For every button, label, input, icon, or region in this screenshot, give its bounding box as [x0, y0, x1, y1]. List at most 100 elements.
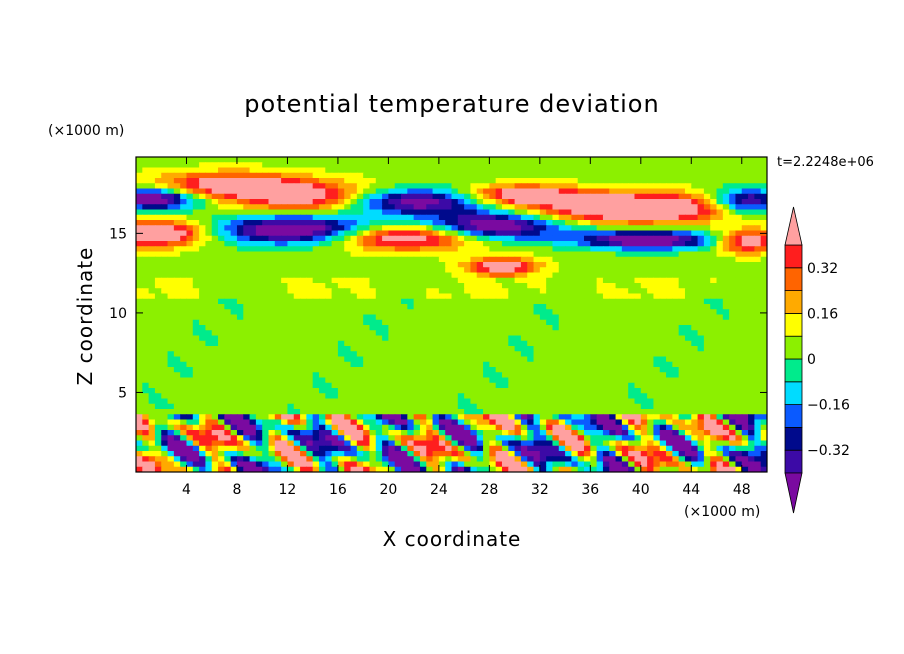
field-cell — [703, 241, 711, 247]
field-cell — [306, 340, 314, 347]
field-cell — [729, 172, 737, 179]
field-cell — [318, 377, 326, 384]
field-cell — [161, 361, 169, 368]
field-cell — [154, 188, 162, 195]
field-cell — [350, 356, 358, 363]
field-cell — [249, 393, 257, 400]
field-cell — [369, 398, 377, 405]
field-cell — [218, 230, 225, 237]
field-cell — [350, 225, 358, 232]
field-cell — [154, 178, 162, 184]
field-cell — [337, 204, 345, 211]
field-cell — [262, 178, 270, 184]
field-cell — [495, 246, 503, 253]
field-cell — [520, 309, 528, 316]
field-cell — [318, 367, 326, 373]
field-cell — [533, 162, 541, 169]
field-cell — [255, 172, 263, 179]
field-cell — [154, 230, 162, 237]
field-cell — [710, 262, 718, 268]
field-cell — [262, 277, 270, 284]
field-cell — [205, 382, 213, 389]
field-cell — [262, 204, 270, 211]
field-cell — [678, 325, 686, 331]
field-cell — [451, 272, 459, 279]
field-cell — [249, 335, 257, 342]
field-cell — [748, 256, 755, 263]
field-cell — [438, 241, 446, 247]
field-cell — [464, 409, 472, 415]
field-cell — [741, 220, 749, 226]
field-cell — [243, 388, 251, 394]
field-cell — [470, 393, 478, 400]
field-cell — [249, 304, 257, 310]
field-cell — [161, 340, 169, 347]
field-cell — [596, 178, 604, 184]
field-cell — [268, 188, 276, 195]
field-cell — [419, 193, 427, 200]
field-cell — [539, 272, 547, 279]
field-cell — [426, 356, 434, 363]
field-cell — [154, 251, 162, 258]
field-cell — [375, 398, 383, 405]
field-cell — [224, 256, 232, 263]
field-cell — [318, 267, 326, 274]
field-cell — [344, 346, 352, 352]
field-cell — [394, 204, 402, 211]
field-cell — [287, 319, 295, 326]
field-cell — [419, 403, 427, 410]
field-cell — [167, 335, 175, 342]
field-cell — [356, 167, 364, 174]
field-cell — [602, 372, 610, 379]
field-cell — [741, 304, 749, 310]
field-cell — [369, 172, 377, 179]
field-cell — [136, 382, 143, 389]
field-cell — [697, 288, 705, 295]
field-cell — [413, 157, 421, 163]
field-cell — [154, 172, 162, 179]
field-cell — [325, 356, 333, 363]
field-cell — [180, 277, 188, 284]
field-cell — [584, 209, 591, 216]
field-cell — [722, 162, 730, 169]
field-cell — [615, 377, 623, 384]
field-cell — [590, 225, 598, 232]
field-cell — [419, 225, 427, 232]
field-cell — [672, 256, 680, 263]
field-cell — [716, 372, 724, 379]
field-cell — [426, 314, 434, 321]
field-cell — [678, 272, 686, 279]
field-cell — [306, 225, 314, 232]
field-cell — [602, 188, 610, 195]
field-cell — [148, 162, 156, 169]
field-cell — [527, 325, 535, 331]
field-cell — [527, 225, 535, 232]
field-cell — [760, 193, 767, 200]
field-cell — [495, 183, 503, 190]
field-cell — [167, 319, 175, 326]
field-cell — [666, 382, 673, 389]
field-cell — [552, 167, 560, 174]
field-cell — [691, 241, 699, 247]
field-cell — [199, 267, 207, 274]
field-cell — [678, 340, 686, 347]
field-cell — [476, 178, 484, 184]
field-cell — [287, 372, 295, 379]
field-cell — [457, 319, 465, 326]
field-cell — [684, 262, 692, 268]
field-cell — [445, 340, 453, 347]
field-cell — [218, 398, 225, 405]
field-cell — [653, 298, 661, 305]
field-cell — [659, 178, 667, 184]
field-cell — [142, 388, 150, 394]
field-cell — [161, 209, 169, 216]
field-cell — [306, 241, 314, 247]
field-cell — [571, 325, 579, 331]
field-cell — [628, 241, 636, 247]
field-cell — [413, 377, 421, 384]
field-cell — [508, 157, 516, 163]
field-cell — [546, 220, 554, 226]
field-cell — [325, 367, 333, 373]
field-cell — [382, 409, 389, 415]
field-cell — [647, 283, 655, 289]
